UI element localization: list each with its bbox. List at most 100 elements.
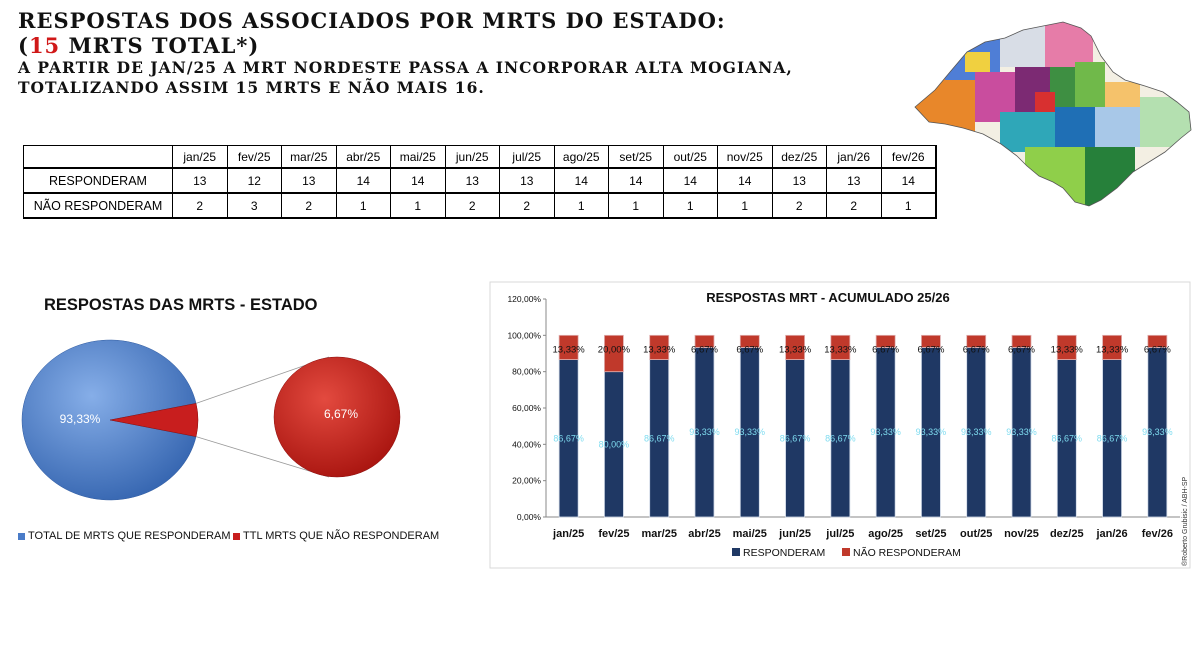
bar-label-not-responded: 6,67%	[736, 344, 763, 355]
bar-not-responded	[694, 334, 715, 348]
notice-line-1: A PARTIR DE JAN/25 A MRT NORDESTE PASSA …	[18, 58, 793, 77]
bar-label-responded: 93,33%	[735, 427, 766, 437]
x-tick-label: jun/25	[778, 528, 811, 540]
bar-not-responded	[1102, 334, 1122, 360]
bar-label-not-responded: 13,33%	[779, 344, 812, 355]
table-cell: 14	[608, 167, 664, 194]
y-tick-label: 40,00%	[512, 439, 541, 449]
table-cell: 13	[281, 167, 337, 194]
page-subtitle: (15 MRTS TOTAL*)	[18, 33, 260, 58]
table-cell: 14	[390, 167, 446, 194]
table-header-row: jan/25 fev/25 mar/25 abr/25 mai/25 jun/25 jul/…	[23, 145, 937, 169]
x-tick-label: abr/25	[688, 528, 720, 540]
table-cell: 1	[335, 192, 391, 219]
table-cell: 2	[771, 192, 827, 219]
x-tick-label: set/25	[915, 528, 946, 540]
table-month-header: out/25	[662, 145, 718, 169]
pie-label-not-responded: 6,67%	[324, 407, 358, 421]
bar-label-not-responded: 6,67%	[691, 344, 718, 355]
table-row-label: NÃO RESPONDERAM	[23, 192, 173, 219]
table-cell: 14	[553, 167, 609, 194]
table-row-label: RESPONDERAM	[23, 167, 173, 194]
bar-label-not-responded: 13,33%	[553, 344, 586, 355]
x-tick-label: jul/25	[825, 528, 854, 540]
x-tick-label: mai/25	[733, 528, 767, 540]
table-cell: 1	[390, 192, 446, 219]
bar-label-not-responded: 6,67%	[1008, 344, 1035, 355]
bar-label-not-responded: 6,67%	[1144, 344, 1171, 355]
bar-label-responded: 93,33%	[961, 427, 992, 437]
x-tick-label: nov/25	[1004, 528, 1039, 540]
table-month-header: jan/25	[172, 145, 228, 169]
bar-not-responded	[1056, 334, 1077, 360]
table-cell: 13	[172, 167, 228, 194]
bar-not-responded	[785, 334, 805, 360]
x-tick-label: jan/26	[1095, 528, 1127, 540]
y-tick-label: 120,00%	[507, 294, 541, 304]
table-month-header: ago/25	[553, 145, 609, 169]
legend-label-not-responded: NÃO RESPONDERAM	[853, 546, 961, 559]
notice-line-2: TOTALIZANDO ASSIM 15 MRTS E NÃO MAIS 16.	[18, 78, 485, 97]
table-month-header: set/25	[608, 145, 664, 169]
legend-swatch-red	[233, 532, 240, 540]
table-cell: 14	[880, 167, 937, 194]
bar-not-responded	[558, 334, 579, 360]
table-cell: 12	[226, 167, 282, 194]
table-month-header: jan/26	[826, 145, 882, 169]
table-cell: 2	[499, 192, 555, 219]
table-cell: 13	[826, 167, 882, 194]
table-cell: 3	[226, 192, 282, 219]
bar-not-responded	[649, 334, 670, 360]
bar-label-responded: 86,67%	[1052, 433, 1083, 443]
bar-not-responded	[966, 334, 987, 348]
y-tick-label: 20,00%	[512, 476, 541, 486]
pie-chart: 93,33% 6,67%	[21, 339, 401, 501]
bar-label-not-responded: 20,00%	[598, 344, 631, 355]
pie-label-responded: 93,33%	[60, 412, 101, 426]
bar-label-not-responded: 6,67%	[917, 344, 944, 355]
bar-not-responded	[604, 334, 624, 373]
bar-label-not-responded: 6,67%	[872, 344, 899, 355]
pie-slice-not-responded	[109, 403, 199, 437]
bar-not-responded	[830, 334, 851, 360]
table-month-header: jun/25	[444, 145, 500, 169]
x-tick-label: mar/25	[641, 528, 676, 540]
bar-not-responded	[1011, 334, 1032, 348]
table-cell: 1	[880, 192, 937, 219]
page-title: RESPOSTAS DOS ASSOCIADOS POR MRTS DO EST…	[18, 8, 726, 33]
legend-swatch-responded	[732, 548, 740, 556]
table-month-header: mai/25	[390, 145, 446, 169]
bar-not-responded	[739, 334, 760, 348]
pie-legend-responded: TOTAL DE MRTS QUE RESPONDERAM	[18, 530, 231, 542]
legend-swatch-not-responded	[842, 548, 850, 556]
mrt-total-count: 15	[28, 33, 61, 58]
bar-label-responded: 80,00%	[599, 439, 630, 449]
bar-label-responded: 86,67%	[553, 433, 584, 443]
bar-label-not-responded: 13,33%	[824, 344, 857, 355]
table-cell: 13	[444, 167, 500, 194]
table-cell: 1	[608, 192, 664, 219]
legend-label-responded: RESPONDERAM	[743, 547, 825, 559]
bar-label-responded: 93,33%	[689, 427, 720, 437]
bar-chart-title: RESPOSTAS MRT - ACUMULADO 25/26	[706, 290, 949, 305]
bar-not-responded	[1147, 334, 1168, 348]
x-tick-label: fev/26	[1142, 528, 1173, 540]
bar-not-responded	[921, 334, 941, 348]
y-tick-label: 100,00%	[507, 330, 541, 340]
table-month-header: fev/25	[226, 145, 282, 169]
responses-table: jan/25 fev/25 mar/25 abr/25 mai/25 jun/25 jul/…	[23, 145, 937, 219]
bar-label-responded: 86,67%	[780, 433, 811, 443]
table-cell: 13	[771, 167, 827, 194]
table-cell: 14	[717, 167, 773, 194]
table-cell: 2	[826, 192, 882, 219]
stacked-bar-chart: RESPOSTAS MRT - ACUMULADO 25/26 0,00% 20,0…	[489, 281, 1191, 569]
bar-label-responded: 93,33%	[1142, 427, 1173, 437]
bar-label-responded: 86,67%	[644, 433, 675, 443]
table-row: RESPONDERAM 13 12 13 14 14 13 13 14 14 14 14 13 13 14	[23, 167, 937, 194]
table-cell: 2	[281, 192, 337, 219]
table-month-header: nov/25	[717, 145, 773, 169]
detail-pie-not-responded	[273, 356, 401, 478]
y-tick-label: 60,00%	[512, 403, 541, 413]
table-cell: 14	[662, 167, 718, 194]
pie-legend-not-responded: TTL MRTS QUE NÃO RESPONDERAM	[233, 530, 439, 542]
